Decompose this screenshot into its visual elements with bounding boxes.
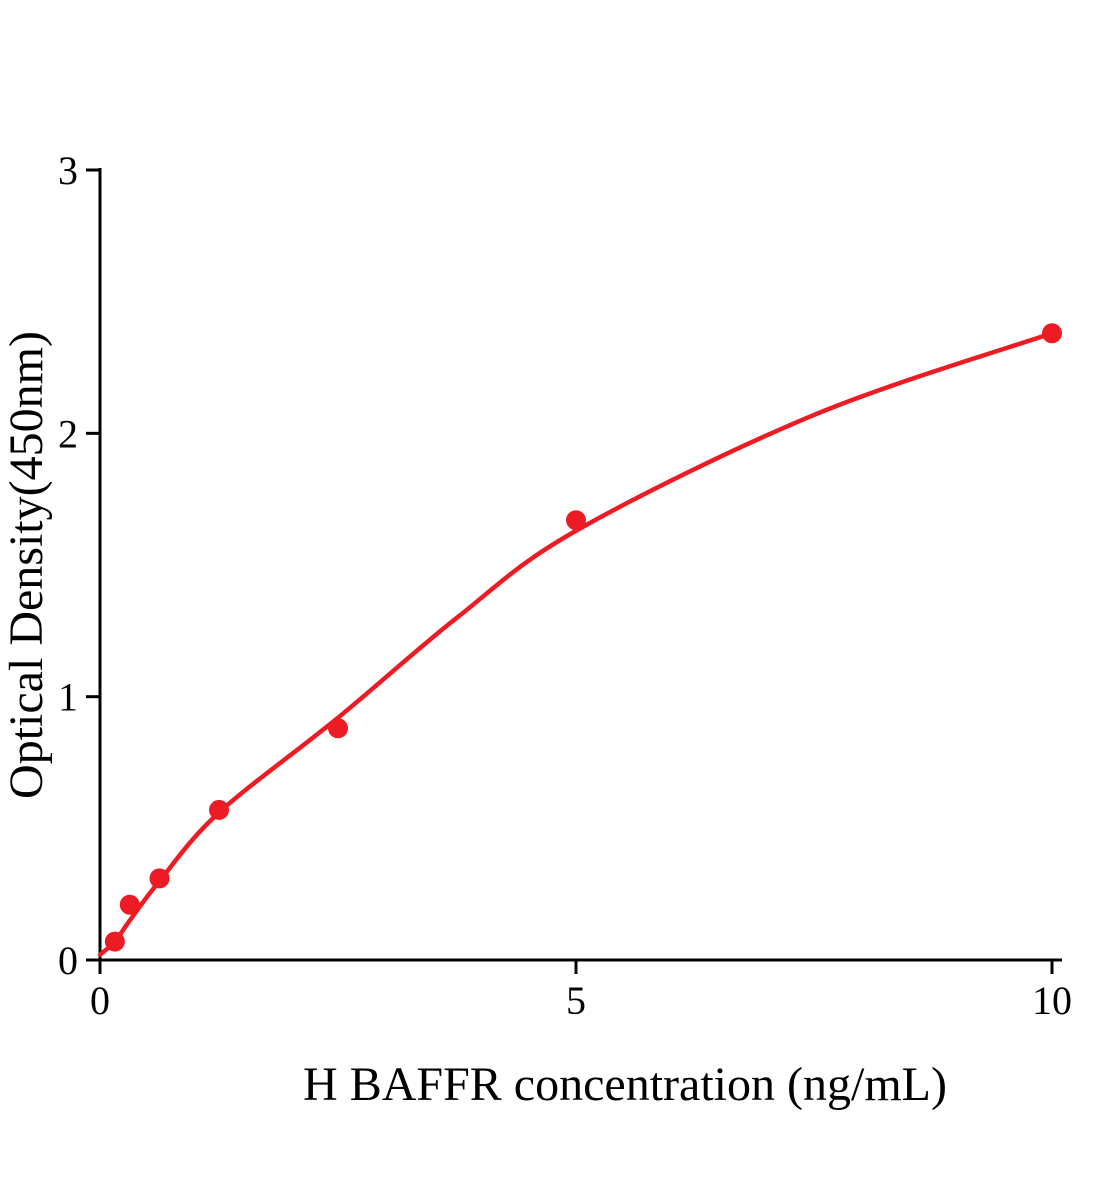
data-point	[1042, 323, 1062, 344]
y-tick-label: 3	[58, 148, 78, 193]
data-point	[328, 718, 348, 739]
y-tick-label: 1	[58, 675, 78, 720]
x-axis-title: H BAFFR concentration (ng/mL)	[303, 1058, 947, 1111]
x-tick-label: 0	[90, 978, 110, 1023]
y-tick-label: 0	[58, 938, 78, 983]
plot-layer	[97, 323, 1062, 957]
axes-layer: 0 1 2 3 0 5 10	[58, 148, 1072, 1023]
data-point	[104, 931, 125, 952]
data-point	[209, 799, 229, 820]
x-tick-label: 5	[566, 978, 586, 1023]
data-point	[566, 510, 586, 531]
fit-curve	[97, 331, 1055, 957]
y-tick-label: 2	[58, 411, 78, 456]
data-point	[119, 894, 140, 915]
data-point	[149, 868, 170, 889]
x-tick-label: 10	[1032, 978, 1072, 1023]
y-axis-title: Optical Density(450nm)	[0, 331, 53, 799]
